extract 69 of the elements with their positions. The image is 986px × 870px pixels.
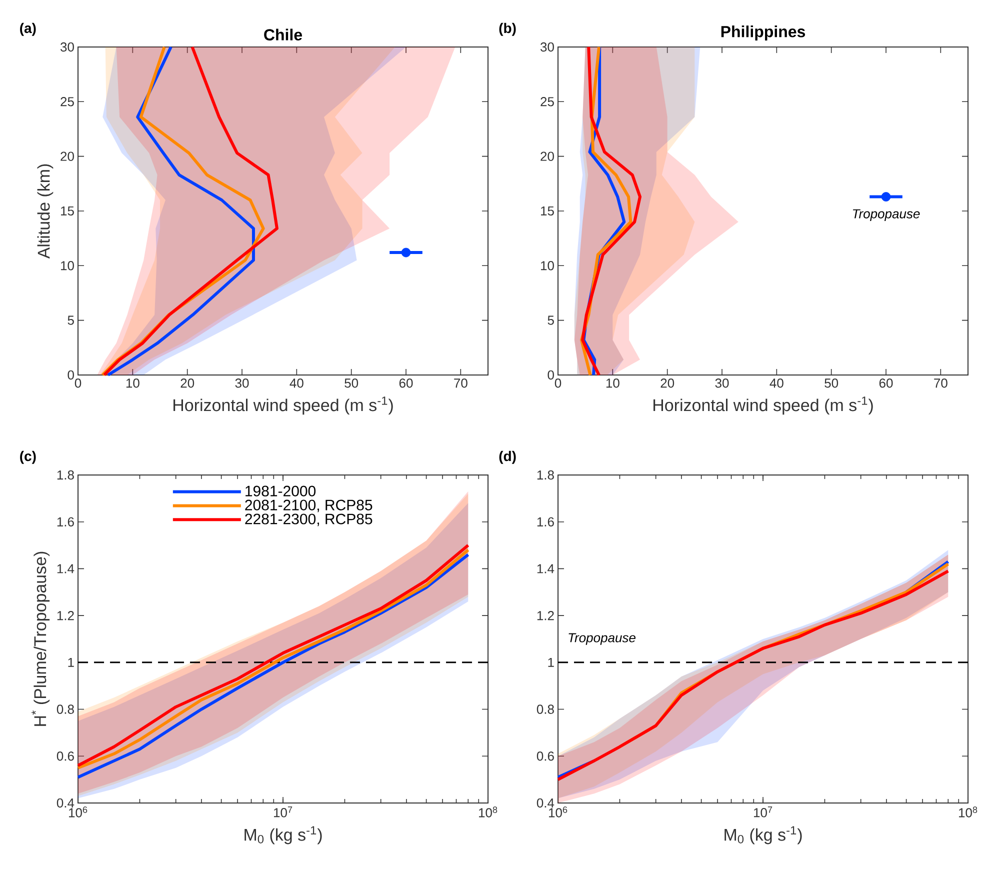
x-tick-label: 10$^{7}$ (754, 806, 772, 818)
y-axis-title: Altitude (km) (37, 164, 54, 259)
y-tick-label: 30 (540, 42, 554, 52)
x-tick-label: 70 (454, 378, 468, 388)
x-tick-label: 30 (235, 378, 249, 388)
y-tick-label: 1.4 (57, 564, 74, 574)
legend-label: 2081-2100, RCP85 (245, 500, 372, 512)
ref-line-label: Tropopause (568, 633, 636, 645)
text: (b) (499, 22, 516, 36)
x-tick-label: 10$^{6}$ (548, 806, 568, 818)
y-tick-label: 5 (68, 316, 74, 325)
y-tick-label: 10 (61, 261, 74, 270)
y-tick-label: 20 (60, 152, 74, 161)
x-tick-label: 70 (934, 378, 948, 388)
x-tick-label: 40 (770, 378, 784, 388)
x-tick-label: 10 (606, 378, 620, 388)
y-tick-label: 0 (68, 370, 74, 380)
y-tick-label: 1.4 (537, 564, 554, 574)
x-tick-label: 10$^{8}$ (478, 806, 498, 818)
y-tick-label: 25 (60, 97, 74, 106)
y-tick-label: 0.8 (536, 704, 554, 714)
x-tick-label: 60 (879, 378, 893, 388)
x-tick-label: 30 (715, 378, 729, 388)
x-tick-label: 10$^{7}$ (274, 806, 292, 818)
x-tick-label: 50 (824, 378, 838, 388)
y-tick-label: 1 (68, 658, 74, 667)
x-tick-label: 10$^{8}$ (958, 806, 978, 818)
y-tick-label: 1.6 (57, 517, 74, 526)
y-tick-label: 1 (548, 658, 554, 667)
y-tick-label: 0.4 (536, 798, 554, 808)
y-tick-label: 1.8 (537, 470, 554, 480)
x-axis-title: Horizontal wind speed (m s$^{-1}$) (174, 396, 393, 415)
y-tick-label: 0.8 (56, 704, 74, 714)
x-tick-label: 0 (554, 378, 562, 388)
x-axis-title: M$_{0}$ (kg s$^{-1}$) (244, 826, 322, 844)
y-tick-label: 0.6 (536, 752, 554, 761)
x-tick-label: 20 (180, 378, 194, 388)
x-axis-title: M$_{0}$ (kg s$^{-1}$) (724, 826, 802, 844)
x-tick-label: 20 (660, 378, 674, 388)
y-tick-label: 0.6 (56, 752, 74, 761)
y-tick-label: 10 (541, 261, 554, 270)
legend-label: 2281-2300, RCP85 (245, 514, 372, 526)
y-tick-label: 20 (540, 152, 554, 161)
y-axis-title: H$^{*}$ (Plume/Tropopause) (32, 552, 50, 726)
legend-label: 1981-2000 (246, 486, 316, 496)
x-axis-title: Horizontal wind speed (m s$^{-1}$) (654, 396, 873, 415)
y-tick-label: 0 (548, 370, 554, 380)
x-tick-label: 0 (74, 378, 82, 388)
text: (a) (20, 22, 36, 36)
x-tick-label: 40 (290, 378, 304, 388)
y-tick-label: 15 (541, 206, 554, 216)
annotation: Tropopause (852, 209, 920, 221)
x-tick-label: 60 (399, 378, 413, 388)
x-tick-label: 10$^{6}$ (69, 806, 88, 818)
y-tick-label: 1.6 (537, 517, 554, 526)
y-tick-label: 1.2 (57, 611, 74, 620)
y-tick-label: 0.4 (56, 798, 74, 808)
y-tick-label: 15 (61, 206, 74, 216)
chart-title: Philippines (721, 26, 806, 40)
y-tick-label: 30 (60, 42, 74, 52)
y-tick-label: 25 (540, 97, 554, 106)
y-tick-label: 1.2 (537, 611, 554, 620)
x-tick-label: 50 (344, 378, 358, 388)
y-tick-label: 1.8 (57, 470, 74, 480)
y-tick-label: 5 (548, 316, 554, 325)
text: (d) (499, 450, 516, 464)
x-tick-label: 10 (126, 378, 140, 388)
chart-title: Chile (264, 28, 302, 40)
text: (c) (20, 450, 36, 464)
